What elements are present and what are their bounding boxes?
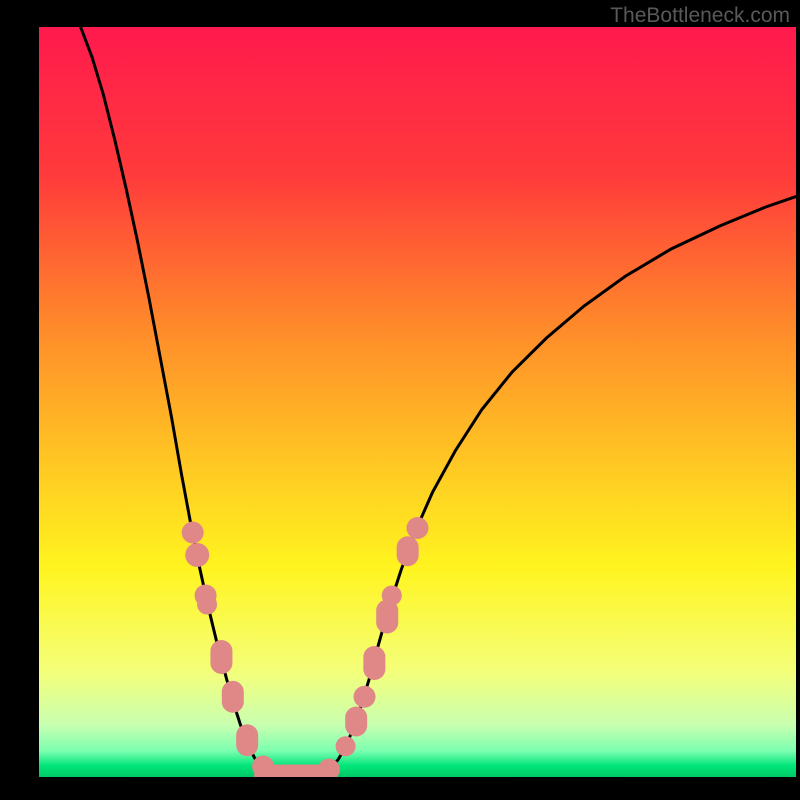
marker-dot — [182, 522, 204, 544]
marker-pill-vertical — [236, 724, 258, 756]
marker-dot — [185, 543, 209, 567]
plot-area — [39, 27, 796, 777]
marker-dot — [354, 686, 376, 708]
marker-dot — [197, 595, 217, 615]
marker-dot — [382, 586, 402, 606]
marker-pill-vertical — [210, 640, 232, 674]
gradient-background — [39, 27, 796, 777]
marker-dot — [336, 736, 356, 756]
marker-dot — [407, 517, 429, 539]
marker-pill-vertical — [345, 707, 367, 737]
marker-pill-vertical — [397, 536, 419, 566]
bottleneck-curve-chart — [39, 27, 796, 777]
watermark-text: TheBottleneck.com — [610, 4, 790, 28]
chart-frame: TheBottleneck.com — [0, 0, 800, 800]
marker-pill-vertical — [222, 681, 244, 713]
marker-pill-vertical — [363, 646, 385, 680]
